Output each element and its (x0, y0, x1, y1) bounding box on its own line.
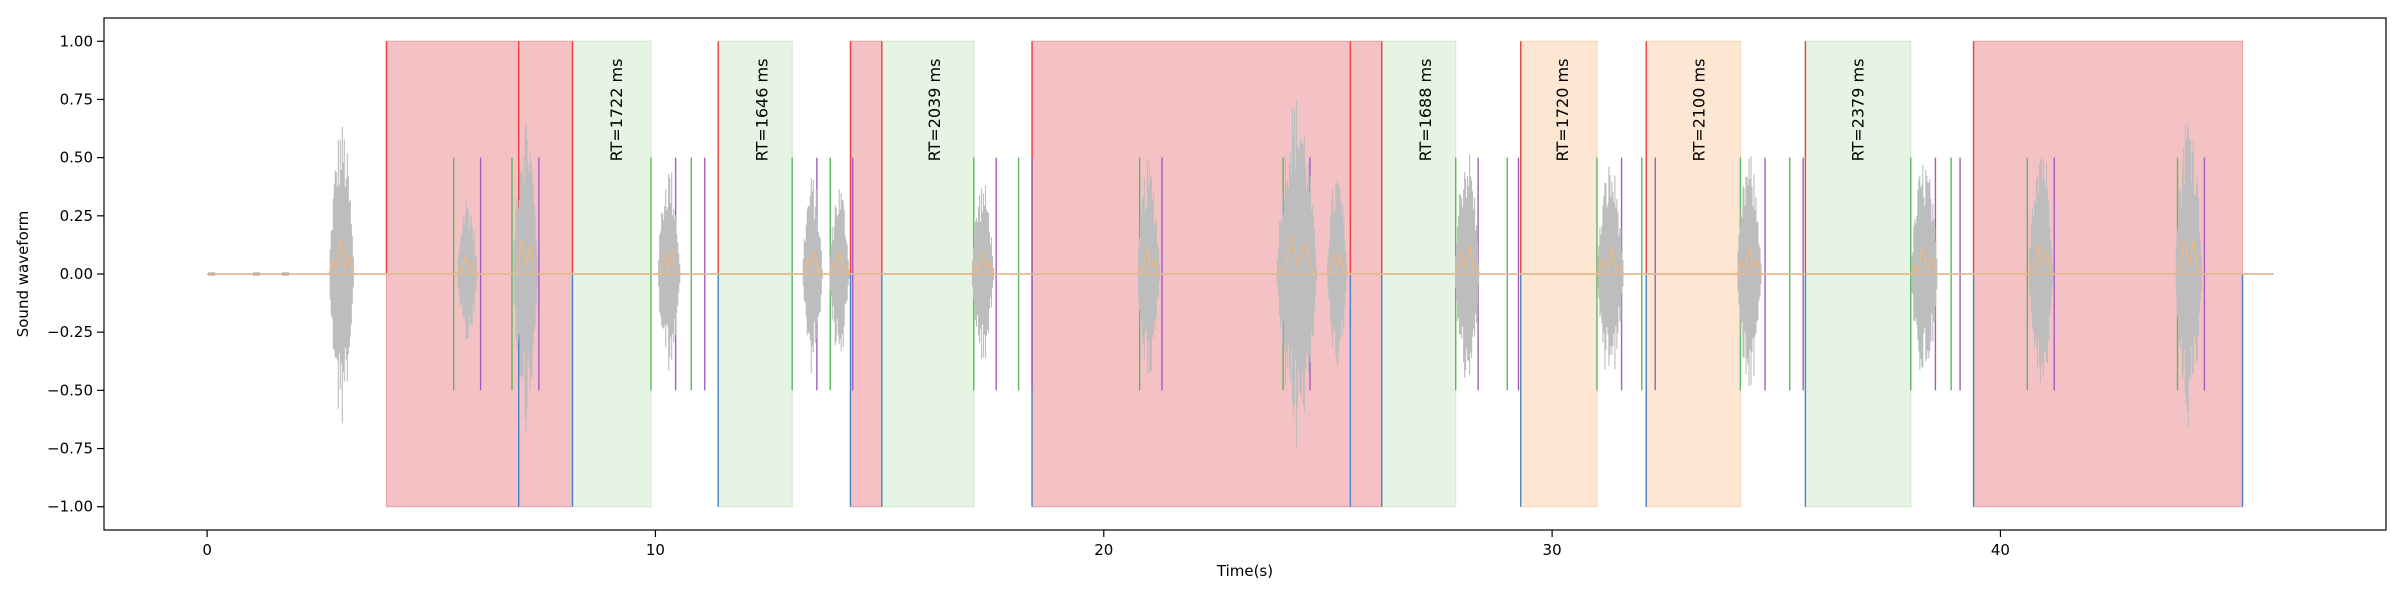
y-tick-label-2: 0.75 (60, 90, 93, 108)
envelope-burst-12 (1596, 247, 1625, 275)
envelope-burst-10 (1326, 252, 1348, 275)
reaction-time-labels: RT=1722 ms RT=1646 ms RT=2039 ms RT=1688 ms… (607, 59, 1868, 162)
y-tick-label-6: −0.25 (47, 323, 93, 341)
waveform-burst-1 (329, 126, 354, 424)
envelope-burst-14 (1910, 248, 1939, 275)
envelope-burst-9 (1275, 235, 1318, 275)
envelope-burst-13 (1736, 245, 1763, 275)
x-tick-label-3: 20 (1094, 541, 1113, 559)
envelope-burst-11 (1454, 246, 1481, 275)
y-tick-label-8: −0.75 (47, 440, 93, 458)
y-tick-label-4: 0.25 (60, 207, 93, 225)
waveform-burst-7 (971, 185, 995, 359)
y-tick-label-7: −0.50 (47, 381, 93, 399)
x-tick-label-4: 30 (1543, 541, 1562, 559)
envelope-burst-7 (970, 252, 995, 275)
envelope-burst-16 (2174, 239, 2203, 275)
envelope-burst-1 (328, 237, 355, 275)
envelope-burst-4 (657, 251, 681, 275)
y-axis-label: Sound waveform (14, 211, 32, 338)
envelope-burst-5 (801, 250, 824, 275)
x-tick-label-5: 40 (1991, 541, 2010, 559)
rt-label-1: RT=1722 ms (607, 59, 626, 162)
rt-label-6: RT=2100 ms (1690, 59, 1709, 162)
y-tick-label-9: −1.00 (47, 498, 93, 516)
y-axis-ticks: 1.00 0.75 0.50 0.25 0.00 −0.25 −0.50 −0.75 −1.00 (47, 32, 104, 516)
rt-label-5: RT=1720 ms (1553, 59, 1572, 162)
x-axis-ticks: 0 10 20 30 40 (202, 530, 2010, 559)
x-tick-label-1: 0 (202, 541, 212, 559)
waveform-burst-6 (829, 189, 850, 352)
envelope-series (207, 235, 2274, 275)
rt-label-3: RT=2039 ms (925, 59, 944, 162)
y-tick-label-3: 0.50 (60, 149, 93, 167)
rt-label-4: RT=1688 ms (1416, 59, 1435, 162)
envelope-burst-15 (2027, 242, 2054, 275)
y-tick-label-1: 1.00 (60, 32, 93, 50)
envelope-burst-6 (828, 251, 851, 275)
envelope-burst-8 (1136, 247, 1161, 275)
waveform-burst-5 (802, 178, 823, 373)
x-tick-label-2: 10 (646, 541, 665, 559)
rt-label-2: RT=1646 ms (753, 59, 772, 162)
rt-label-7: RT=2379 ms (1849, 59, 1868, 162)
envelope-burst-2 (456, 255, 478, 275)
y-tick-label-5: 0.00 (60, 265, 93, 283)
x-axis-label: Time(s) (1216, 562, 1273, 580)
envelope-burst-3 (512, 240, 539, 275)
